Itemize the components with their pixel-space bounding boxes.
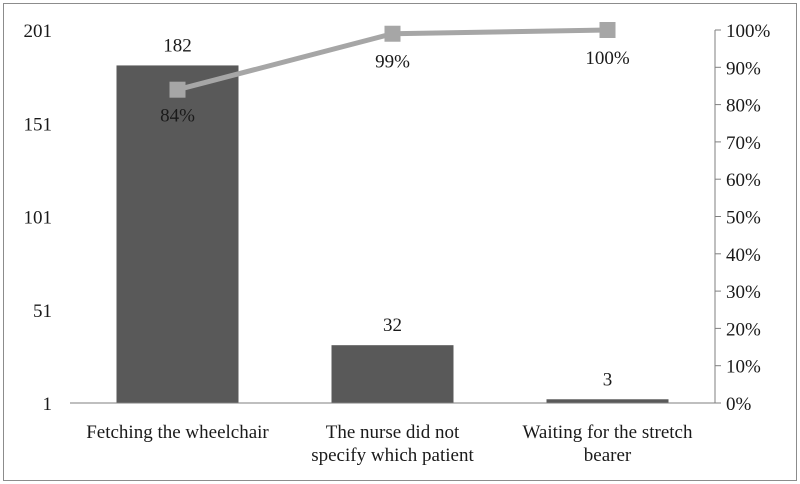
line-value-label: 84% xyxy=(160,106,195,127)
bar xyxy=(331,345,454,403)
category-label-line: The nurse did not xyxy=(326,422,460,443)
right-tick-label: 30% xyxy=(726,282,761,303)
bar xyxy=(546,399,669,403)
line-marker xyxy=(169,81,186,98)
right-tick-label: 60% xyxy=(726,170,761,191)
left-tick-label: 1 xyxy=(43,394,53,415)
category-label-line: Waiting for the stretch xyxy=(523,422,693,443)
bar-series: 182 32 3 xyxy=(116,35,669,403)
line-marker xyxy=(599,22,616,38)
left-tick-label: 51 xyxy=(33,301,52,322)
right-axis: 0% 10% 20% 30% 40% 50% 60% 70% 80% 90% 100% xyxy=(714,21,771,415)
right-tick-label: 90% xyxy=(726,58,761,79)
category-label-line: Fetching the wheelchair xyxy=(86,422,269,443)
line-value-label: 100% xyxy=(585,48,630,69)
line-value-label: 99% xyxy=(375,52,410,73)
x-axis: Fetching the wheelchair The nurse did not… xyxy=(70,402,715,466)
category-label: Waiting for the stretch bearer xyxy=(523,422,693,466)
right-tick-label: 0% xyxy=(726,394,752,415)
bar-value-label: 32 xyxy=(383,315,402,336)
right-tick-label: 10% xyxy=(726,357,761,378)
left-tick-label: 151 xyxy=(24,114,53,135)
category-label: Fetching the wheelchair xyxy=(86,422,269,443)
right-tick-label: 50% xyxy=(726,208,761,229)
right-tick-label: 100% xyxy=(726,21,771,42)
bar-value-label: 182 xyxy=(163,35,192,56)
right-tick-label: 40% xyxy=(726,245,761,266)
cumulative-line-series: 84% 99% 100% xyxy=(160,22,630,127)
right-tick-label: 20% xyxy=(726,319,761,340)
right-tick-label: 70% xyxy=(726,133,761,154)
bar xyxy=(116,65,239,403)
line-marker xyxy=(384,25,401,42)
category-label-line: specify which patient xyxy=(311,445,474,466)
left-tick-label: 201 xyxy=(24,21,53,42)
left-tick-label: 101 xyxy=(24,208,53,229)
category-label-line: bearer xyxy=(584,445,632,466)
bar-value-label: 3 xyxy=(603,369,613,390)
category-label: The nurse did not specify which patient xyxy=(311,422,474,466)
right-tick-label: 80% xyxy=(726,96,761,117)
